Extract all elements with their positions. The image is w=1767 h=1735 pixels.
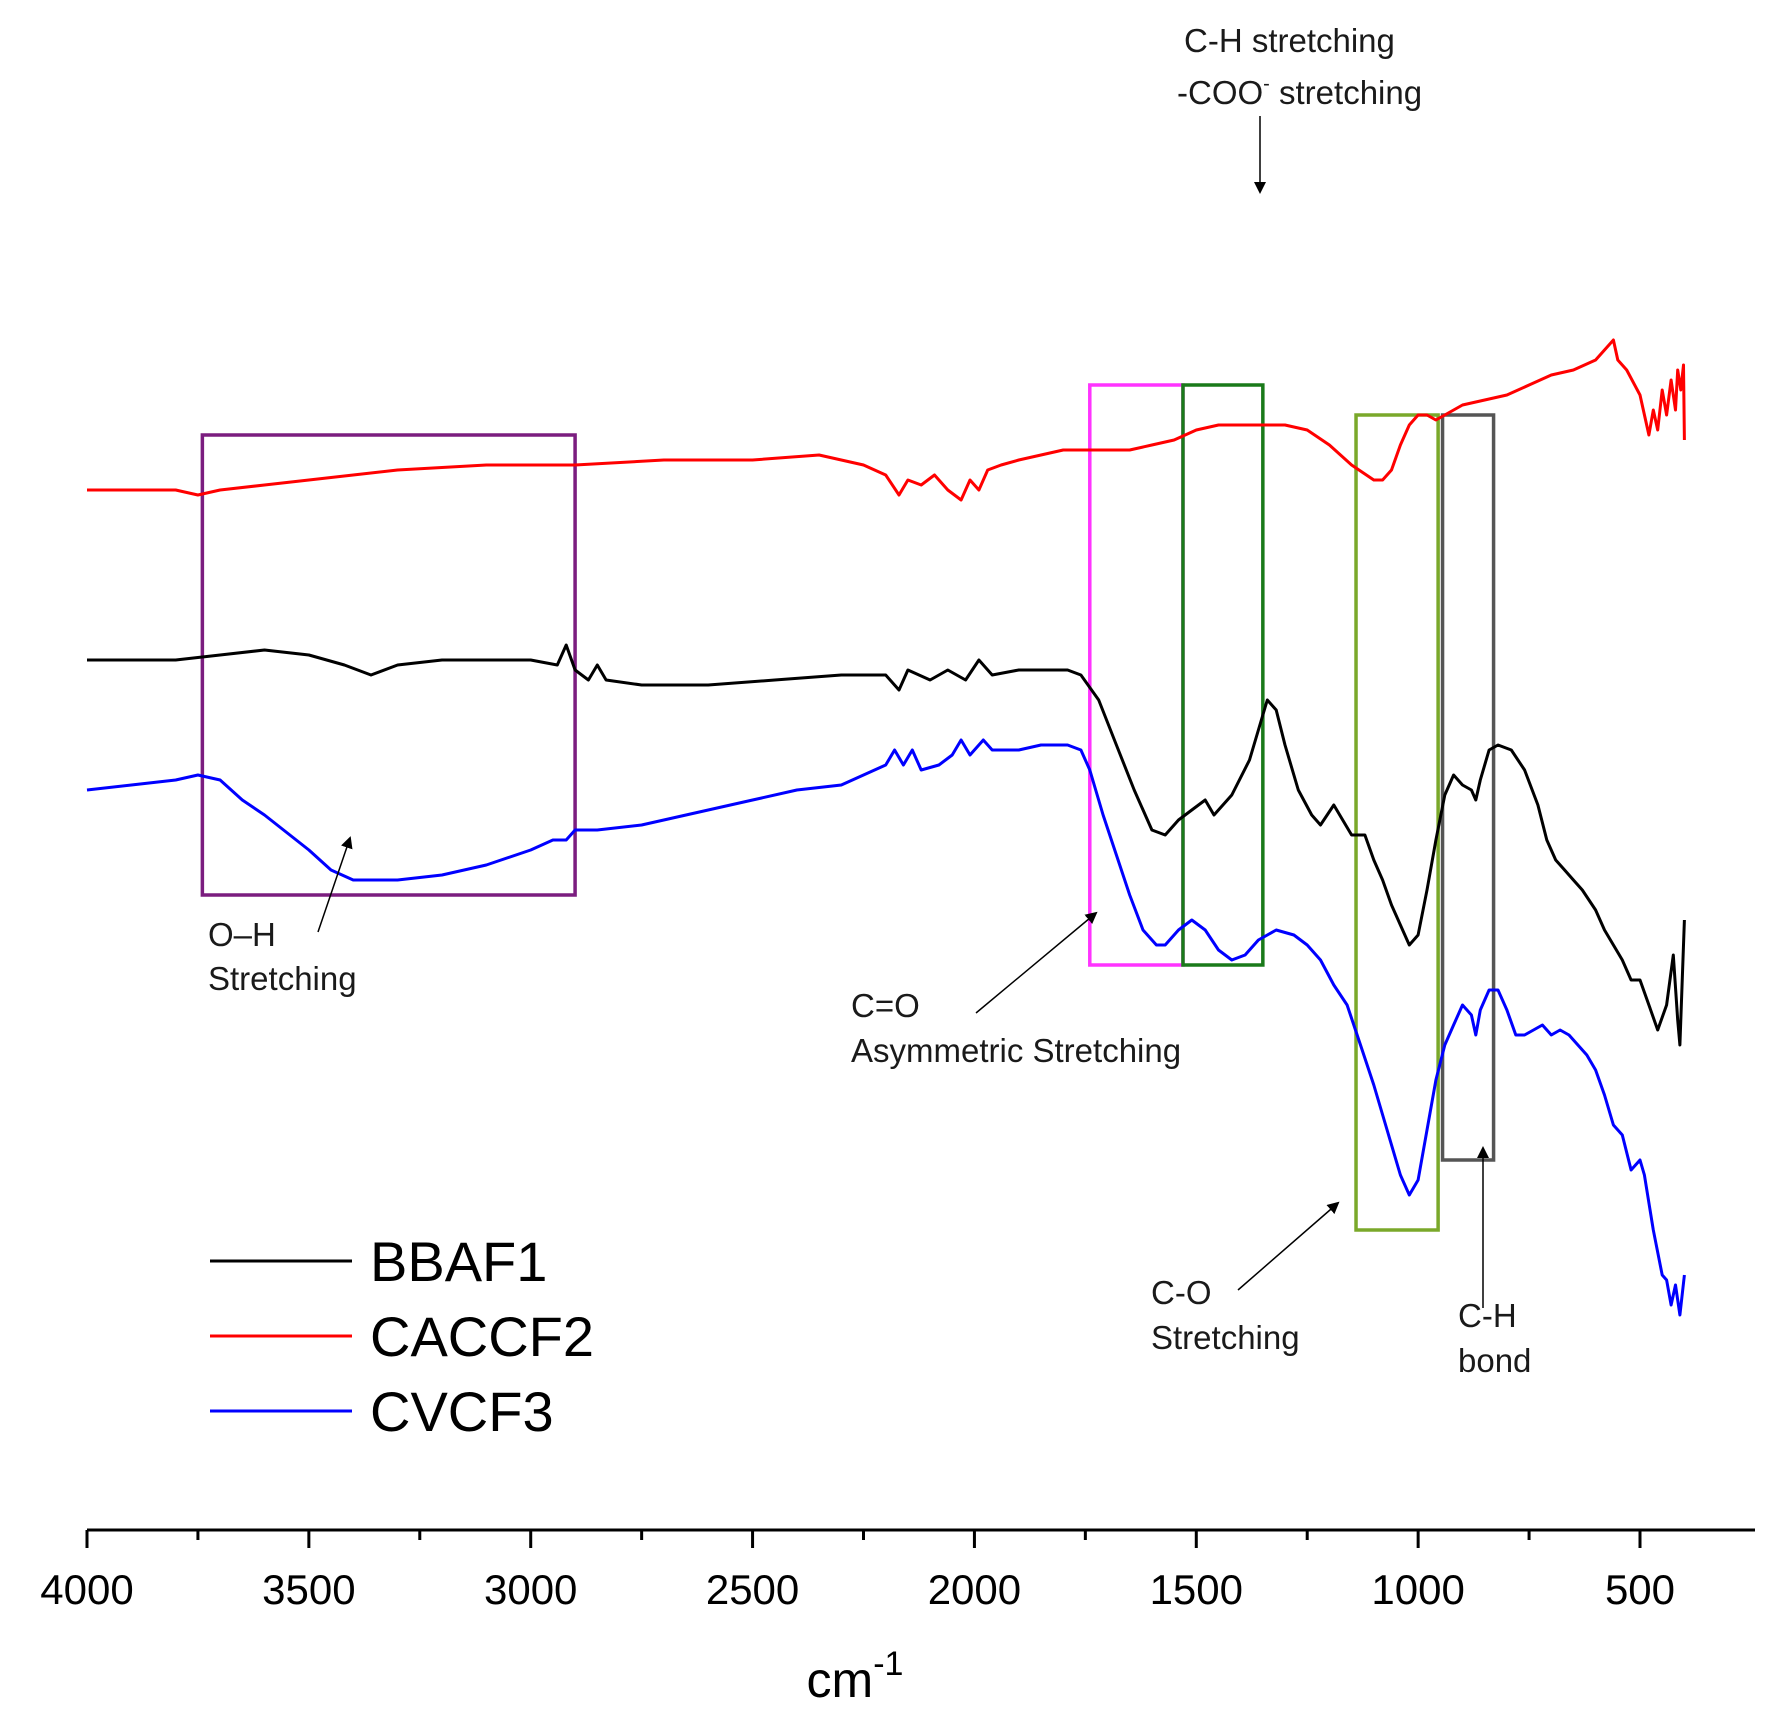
x-axis-label: cm-1 (807, 1645, 904, 1708)
x-tick-label: 2000 (928, 1566, 1021, 1613)
x-tick-label: 3000 (484, 1566, 577, 1613)
series-line-bbaf1 (87, 643, 1686, 1047)
annotation-co-asym-arrow (975, 911, 1098, 1014)
legend-label-cvcf3: CVCF3 (370, 1380, 554, 1443)
x-tick-label: 3500 (262, 1566, 355, 1613)
highlight-box-1 (200, 433, 577, 897)
annotation-oh-line1: O–H (208, 916, 276, 953)
x-axis-ticks: 4000 3500 3000 2500 2000 1500 1000 500 (40, 1530, 1675, 1613)
highlight-box-4 (1354, 413, 1440, 1232)
legend-label-caccf2: CACCF2 (370, 1305, 594, 1368)
x-tick-label: 1500 (1150, 1566, 1243, 1613)
annotation-oh-arrow (317, 836, 353, 933)
spectra-lines (86, 338, 1686, 1317)
x-axis: 4000 3500 3000 2500 2000 1500 1000 500 cm-1 (40, 1528, 1755, 1708)
series-line-caccf2 (87, 338, 1686, 502)
annotations: O–H Stretching C=O Asymmetric Stretching… (208, 22, 1531, 1379)
x-tick-label: 500 (1605, 1566, 1675, 1613)
series-line-cvcf3 (86, 738, 1686, 1317)
highlight-box-5 (1440, 413, 1496, 1162)
x-tick-label: 4000 (40, 1566, 133, 1613)
x-tick-label: 1000 (1371, 1566, 1464, 1613)
annotation-oh-line2: Stretching (208, 960, 357, 997)
annotation-ch-bond-line2: bond (1458, 1342, 1531, 1379)
annotation-co-asym-line2: Asymmetric Stretching (851, 1032, 1181, 1069)
annotation-c-o-line2: Stretching (1151, 1319, 1300, 1356)
highlight-box-2 (1088, 383, 1185, 967)
legend-label-bbaf1: BBAF1 (370, 1230, 547, 1293)
x-axis-label-superscript: -1 (873, 1645, 903, 1683)
x-tick-label: 2500 (706, 1566, 799, 1613)
legend: BBAF1 CACCF2 CVCF3 (210, 1230, 594, 1443)
highlight-boxes (200, 383, 1496, 1232)
annotation-ch-bond-line1: C-H (1458, 1297, 1517, 1334)
annotation-coo-stretching: -COO- stretching (1177, 73, 1422, 111)
annotation-c-o-line1: C-O (1151, 1274, 1212, 1311)
annotation-c-o-arrow (1237, 1201, 1340, 1291)
annotation-co-asym-line1: C=O (851, 987, 920, 1024)
annotation-ch-stretching: C-H stretching (1184, 22, 1395, 59)
highlight-box-3 (1181, 383, 1265, 967)
